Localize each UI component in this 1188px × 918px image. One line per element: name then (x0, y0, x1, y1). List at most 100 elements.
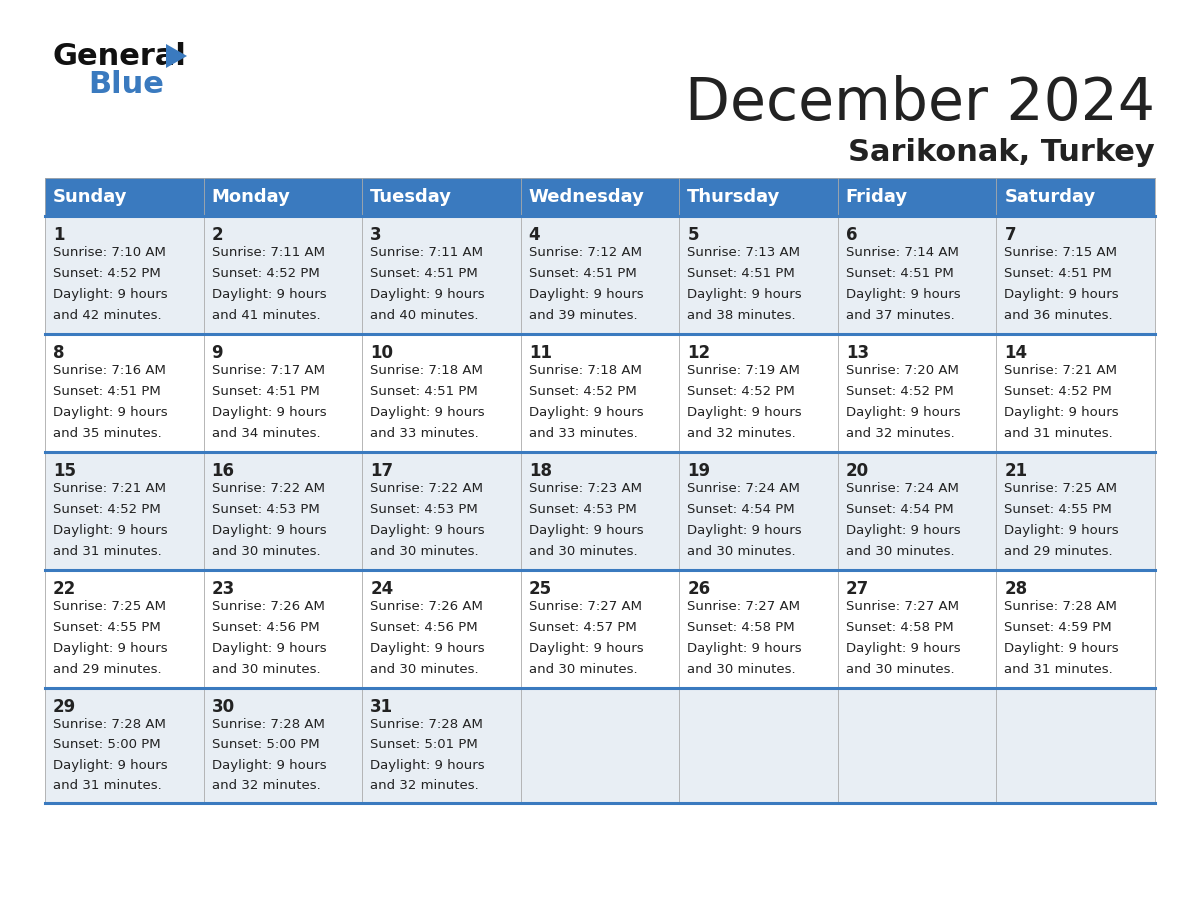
Text: Sunset: 4:53 PM: Sunset: 4:53 PM (529, 503, 637, 516)
Text: and 42 minutes.: and 42 minutes. (53, 309, 162, 322)
Text: and 31 minutes.: and 31 minutes. (1004, 663, 1113, 676)
Text: and 29 minutes.: and 29 minutes. (1004, 545, 1113, 558)
Text: Daylight: 9 hours: Daylight: 9 hours (53, 406, 168, 419)
Text: 10: 10 (371, 344, 393, 362)
Text: and 30 minutes.: and 30 minutes. (529, 545, 637, 558)
Text: and 30 minutes.: and 30 minutes. (529, 663, 637, 676)
Text: Sunset: 4:51 PM: Sunset: 4:51 PM (211, 385, 320, 398)
Text: Sunrise: 7:16 AM: Sunrise: 7:16 AM (53, 364, 166, 377)
Text: Sunset: 4:51 PM: Sunset: 4:51 PM (1004, 267, 1112, 280)
Text: Daylight: 9 hours: Daylight: 9 hours (529, 524, 644, 537)
Text: and 30 minutes.: and 30 minutes. (371, 663, 479, 676)
Text: Daylight: 9 hours: Daylight: 9 hours (53, 642, 168, 655)
Text: Sunrise: 7:20 AM: Sunrise: 7:20 AM (846, 364, 959, 377)
Text: Daylight: 9 hours: Daylight: 9 hours (1004, 524, 1119, 537)
Text: Daylight: 9 hours: Daylight: 9 hours (846, 406, 960, 419)
Text: and 32 minutes.: and 32 minutes. (846, 427, 955, 440)
Text: 27: 27 (846, 580, 870, 598)
Text: Sunrise: 7:10 AM: Sunrise: 7:10 AM (53, 246, 166, 259)
Text: Daylight: 9 hours: Daylight: 9 hours (688, 406, 802, 419)
Text: Sunset: 5:01 PM: Sunset: 5:01 PM (371, 738, 478, 751)
Text: Sunset: 4:51 PM: Sunset: 4:51 PM (846, 267, 954, 280)
Text: 1: 1 (53, 226, 64, 244)
Bar (45, 570, 1155, 688)
Text: 19: 19 (688, 462, 710, 480)
Text: Sunset: 4:51 PM: Sunset: 4:51 PM (688, 267, 795, 280)
Text: Friday: Friday (846, 188, 908, 206)
Text: and 32 minutes.: and 32 minutes. (371, 778, 479, 791)
Text: Daylight: 9 hours: Daylight: 9 hours (53, 758, 168, 771)
Text: Sunrise: 7:28 AM: Sunrise: 7:28 AM (371, 718, 484, 731)
Text: Sunset: 4:51 PM: Sunset: 4:51 PM (371, 267, 478, 280)
Text: 23: 23 (211, 580, 235, 598)
Text: Sunset: 4:51 PM: Sunset: 4:51 PM (371, 385, 478, 398)
Text: Daylight: 9 hours: Daylight: 9 hours (211, 288, 327, 301)
Text: Daylight: 9 hours: Daylight: 9 hours (53, 288, 168, 301)
Text: Sunrise: 7:19 AM: Sunrise: 7:19 AM (688, 364, 801, 377)
Text: 6: 6 (846, 226, 858, 244)
Text: and 34 minutes.: and 34 minutes. (211, 427, 321, 440)
Text: 22: 22 (53, 580, 76, 598)
Text: 28: 28 (1004, 580, 1028, 598)
Text: and 39 minutes.: and 39 minutes. (529, 309, 637, 322)
Bar (45, 452, 1155, 570)
Text: Sunrise: 7:22 AM: Sunrise: 7:22 AM (211, 482, 324, 495)
Text: Daylight: 9 hours: Daylight: 9 hours (371, 758, 485, 771)
Text: Daylight: 9 hours: Daylight: 9 hours (529, 406, 644, 419)
Text: Tuesday: Tuesday (371, 188, 453, 206)
Text: Sunrise: 7:11 AM: Sunrise: 7:11 AM (371, 246, 484, 259)
Text: Daylight: 9 hours: Daylight: 9 hours (529, 642, 644, 655)
Text: Sunrise: 7:25 AM: Sunrise: 7:25 AM (53, 600, 166, 613)
Text: Daylight: 9 hours: Daylight: 9 hours (211, 758, 327, 771)
Text: 7: 7 (1004, 226, 1016, 244)
Text: 17: 17 (371, 462, 393, 480)
Text: Sarikonak, Turkey: Sarikonak, Turkey (848, 138, 1155, 167)
Text: Daylight: 9 hours: Daylight: 9 hours (1004, 642, 1119, 655)
Text: 31: 31 (371, 698, 393, 716)
Text: 25: 25 (529, 580, 552, 598)
Text: Daylight: 9 hours: Daylight: 9 hours (211, 524, 327, 537)
Bar (45, 688, 1155, 803)
Text: and 29 minutes.: and 29 minutes. (53, 663, 162, 676)
Text: 24: 24 (371, 580, 393, 598)
Polygon shape (166, 44, 187, 68)
Text: Sunrise: 7:11 AM: Sunrise: 7:11 AM (211, 246, 324, 259)
Text: Wednesday: Wednesday (529, 188, 645, 206)
Text: Sunset: 4:52 PM: Sunset: 4:52 PM (53, 267, 160, 280)
Text: Daylight: 9 hours: Daylight: 9 hours (211, 406, 327, 419)
Text: Sunrise: 7:13 AM: Sunrise: 7:13 AM (688, 246, 801, 259)
Text: and 36 minutes.: and 36 minutes. (1004, 309, 1113, 322)
Text: Sunrise: 7:27 AM: Sunrise: 7:27 AM (529, 600, 642, 613)
Text: Sunrise: 7:23 AM: Sunrise: 7:23 AM (529, 482, 642, 495)
Bar (45, 334, 1155, 452)
Text: Daylight: 9 hours: Daylight: 9 hours (846, 288, 960, 301)
Text: and 30 minutes.: and 30 minutes. (371, 545, 479, 558)
Text: 14: 14 (1004, 344, 1028, 362)
Text: Daylight: 9 hours: Daylight: 9 hours (1004, 406, 1119, 419)
Text: Sunrise: 7:26 AM: Sunrise: 7:26 AM (211, 600, 324, 613)
Text: Daylight: 9 hours: Daylight: 9 hours (371, 642, 485, 655)
Text: Sunset: 4:56 PM: Sunset: 4:56 PM (371, 621, 478, 634)
Text: Sunrise: 7:24 AM: Sunrise: 7:24 AM (846, 482, 959, 495)
Text: Sunrise: 7:21 AM: Sunrise: 7:21 AM (1004, 364, 1118, 377)
Text: Sunset: 4:57 PM: Sunset: 4:57 PM (529, 621, 637, 634)
Text: Sunset: 4:53 PM: Sunset: 4:53 PM (371, 503, 478, 516)
Text: Sunset: 4:52 PM: Sunset: 4:52 PM (529, 385, 637, 398)
Text: 11: 11 (529, 344, 551, 362)
Text: Sunset: 4:54 PM: Sunset: 4:54 PM (688, 503, 795, 516)
Text: Sunset: 4:54 PM: Sunset: 4:54 PM (846, 503, 954, 516)
Text: Sunrise: 7:12 AM: Sunrise: 7:12 AM (529, 246, 642, 259)
Text: and 30 minutes.: and 30 minutes. (211, 663, 321, 676)
Text: Sunrise: 7:24 AM: Sunrise: 7:24 AM (688, 482, 801, 495)
Text: and 30 minutes.: and 30 minutes. (688, 545, 796, 558)
Text: and 30 minutes.: and 30 minutes. (211, 545, 321, 558)
Text: 12: 12 (688, 344, 710, 362)
Text: Daylight: 9 hours: Daylight: 9 hours (688, 642, 802, 655)
Text: and 31 minutes.: and 31 minutes. (53, 778, 162, 791)
Text: and 31 minutes.: and 31 minutes. (1004, 427, 1113, 440)
Text: Sunrise: 7:27 AM: Sunrise: 7:27 AM (846, 600, 959, 613)
Text: Sunset: 4:56 PM: Sunset: 4:56 PM (211, 621, 320, 634)
Text: Blue: Blue (88, 70, 164, 99)
Bar (45, 178, 1155, 216)
Text: 18: 18 (529, 462, 551, 480)
